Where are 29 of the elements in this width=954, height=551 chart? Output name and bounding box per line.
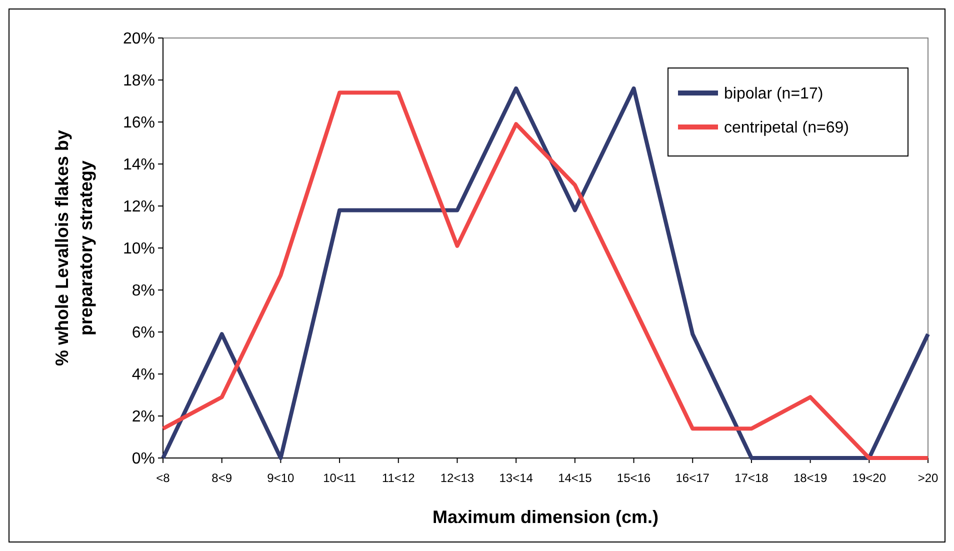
x-tick-label: <8 — [156, 471, 170, 485]
legend-label: centripetal (n=69) — [724, 120, 849, 137]
x-tick-label: >20 — [918, 471, 938, 485]
y-tick-label: 18% — [122, 72, 155, 90]
y-tick-label: 8% — [132, 282, 155, 300]
y-tick-label: 16% — [122, 114, 155, 132]
y-tick-label: 6% — [132, 324, 155, 342]
x-tick-label: 16<17 — [676, 471, 710, 485]
x-tick-label: 17<18 — [734, 471, 769, 485]
x-tick-label: 12<13 — [440, 471, 474, 485]
x-tick-label: 15<16 — [616, 471, 651, 485]
y-tick-label: 10% — [122, 240, 155, 258]
y-tick-label: 14% — [122, 156, 155, 174]
x-tick-label: 8<9 — [212, 471, 232, 485]
y-tick-label: 2% — [132, 408, 155, 426]
x-tick-label: 14<15 — [558, 471, 592, 485]
x-tick-label: 13<14 — [499, 471, 534, 485]
y-axis-title: % whole Levallois flakes by preparatory strategy — [52, 130, 96, 366]
x-tick-label: 19<20 — [852, 471, 886, 485]
x-tick-label: 11<12 — [382, 471, 416, 485]
x-tick-label: 18<19 — [793, 471, 828, 485]
y-tick-label: 0% — [132, 450, 155, 468]
y-tick-label: 12% — [122, 198, 155, 216]
y-tick-label: 20% — [122, 30, 155, 48]
y-tick-label: 4% — [132, 366, 155, 384]
x-axis-title: Maximum dimension (cm.) — [432, 507, 659, 527]
x-tick-label: 9<10 — [267, 471, 295, 485]
x-tick-label: 10<11 — [323, 471, 356, 485]
legend-label: bipolar (n=17) — [724, 86, 824, 103]
